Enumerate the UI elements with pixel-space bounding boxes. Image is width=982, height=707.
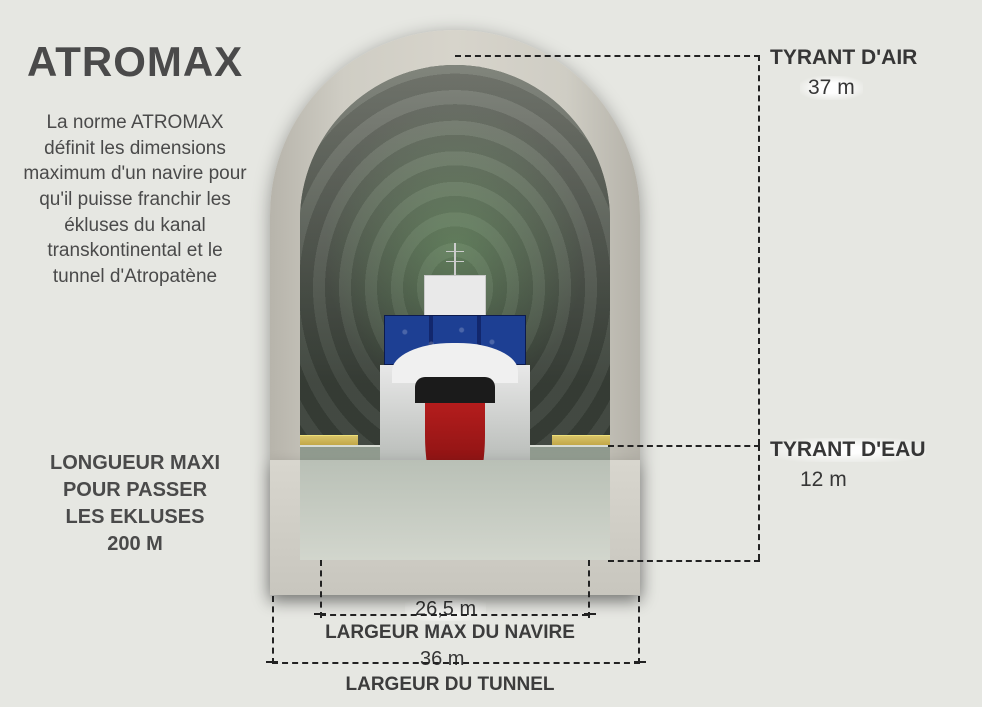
ship-width-label: LARGEUR MAX DU NAVIRE bbox=[300, 622, 600, 644]
dim-shipw-bar bbox=[320, 614, 588, 616]
dim-shipw-right bbox=[588, 560, 590, 618]
air-draft-value: 37 m bbox=[800, 76, 863, 100]
ship-mast bbox=[454, 243, 456, 277]
air-draft-label: TYRANT D'AIR bbox=[770, 46, 917, 70]
tunnel-width-label: LARGEUR DU TUNNEL bbox=[300, 674, 600, 696]
ship-width-value: 26,5 m bbox=[405, 598, 486, 621]
dim-shipw-tickl bbox=[314, 613, 326, 615]
tunnel-cut-water bbox=[300, 460, 610, 560]
dim-tunw-left bbox=[272, 596, 274, 664]
description: La norme ATROMAX définit les dimensions … bbox=[20, 110, 250, 289]
dim-shipw-tickr bbox=[584, 613, 596, 615]
page-title: ATROMAX bbox=[27, 38, 243, 86]
ship-bridge bbox=[424, 275, 486, 317]
max-length-note: LONGUEUR MAXI POUR PASSER LES EKLUSES 20… bbox=[20, 450, 250, 558]
max-length-line3: LES EKLUSES bbox=[20, 504, 250, 531]
water-draft-value: 12 m bbox=[800, 468, 847, 492]
tunnel-width-value: 36 m bbox=[420, 648, 464, 671]
dim-tunw-tickr bbox=[634, 661, 646, 663]
dim-water-bottom bbox=[608, 560, 760, 562]
dim-shipw-left bbox=[320, 560, 322, 618]
max-length-line4: 200 M bbox=[20, 531, 250, 558]
max-length-line1: LONGUEUR MAXI bbox=[20, 450, 250, 477]
dim-water-vert bbox=[758, 445, 760, 560]
dim-air-top bbox=[455, 55, 760, 57]
dim-tunw-tickl bbox=[266, 661, 278, 663]
dim-air-vert bbox=[758, 55, 760, 445]
dim-tunw-right bbox=[638, 596, 640, 664]
water-draft-label: TYRANT D'EAU bbox=[770, 438, 926, 462]
dim-air-bottom bbox=[608, 445, 760, 447]
max-length-line2: POUR PASSER bbox=[20, 477, 250, 504]
dim-tunw-bar bbox=[272, 662, 640, 664]
